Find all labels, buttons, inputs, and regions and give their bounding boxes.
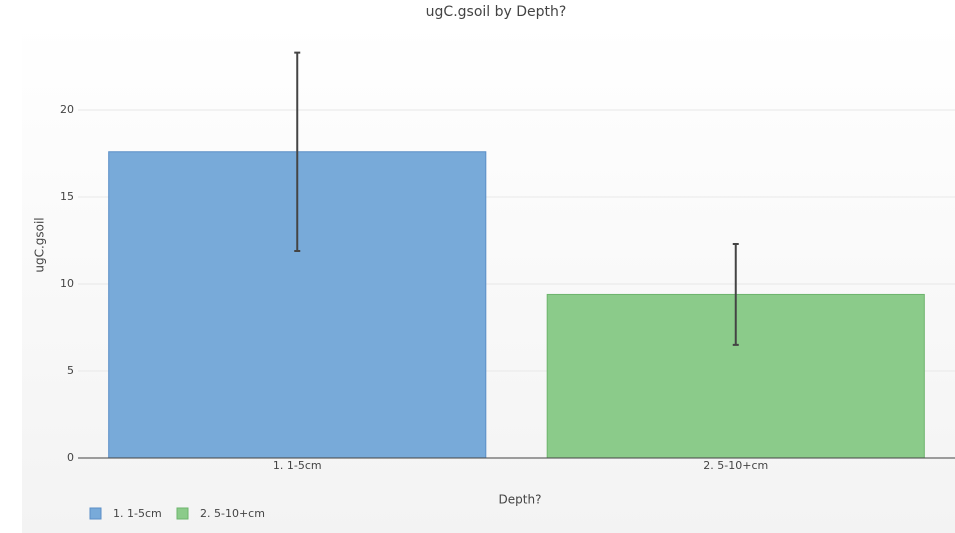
y-tick-label: 5 (67, 364, 74, 377)
y-tick-label: 15 (60, 190, 74, 203)
x-tick-label: 1. 1-5cm (273, 459, 322, 472)
x-tick-label: 2. 5-10+cm (703, 459, 768, 472)
legend-label: 1. 1-5cm (113, 507, 162, 520)
y-tick-label: 0 (67, 451, 74, 464)
y-tick-label: 20 (60, 103, 74, 116)
legend-swatch (89, 507, 102, 520)
x-axis-label: Depth? (499, 493, 542, 507)
legend-label: 2. 5-10+cm (200, 507, 265, 520)
error-bar (732, 242, 739, 346)
legend-swatch (176, 507, 189, 520)
chart-title: ugC.gsoil by Depth? (426, 4, 567, 20)
y-axis-label: ugC.gsoil (33, 217, 47, 272)
y-tick-label: 10 (60, 277, 74, 290)
error-bar (294, 51, 301, 252)
